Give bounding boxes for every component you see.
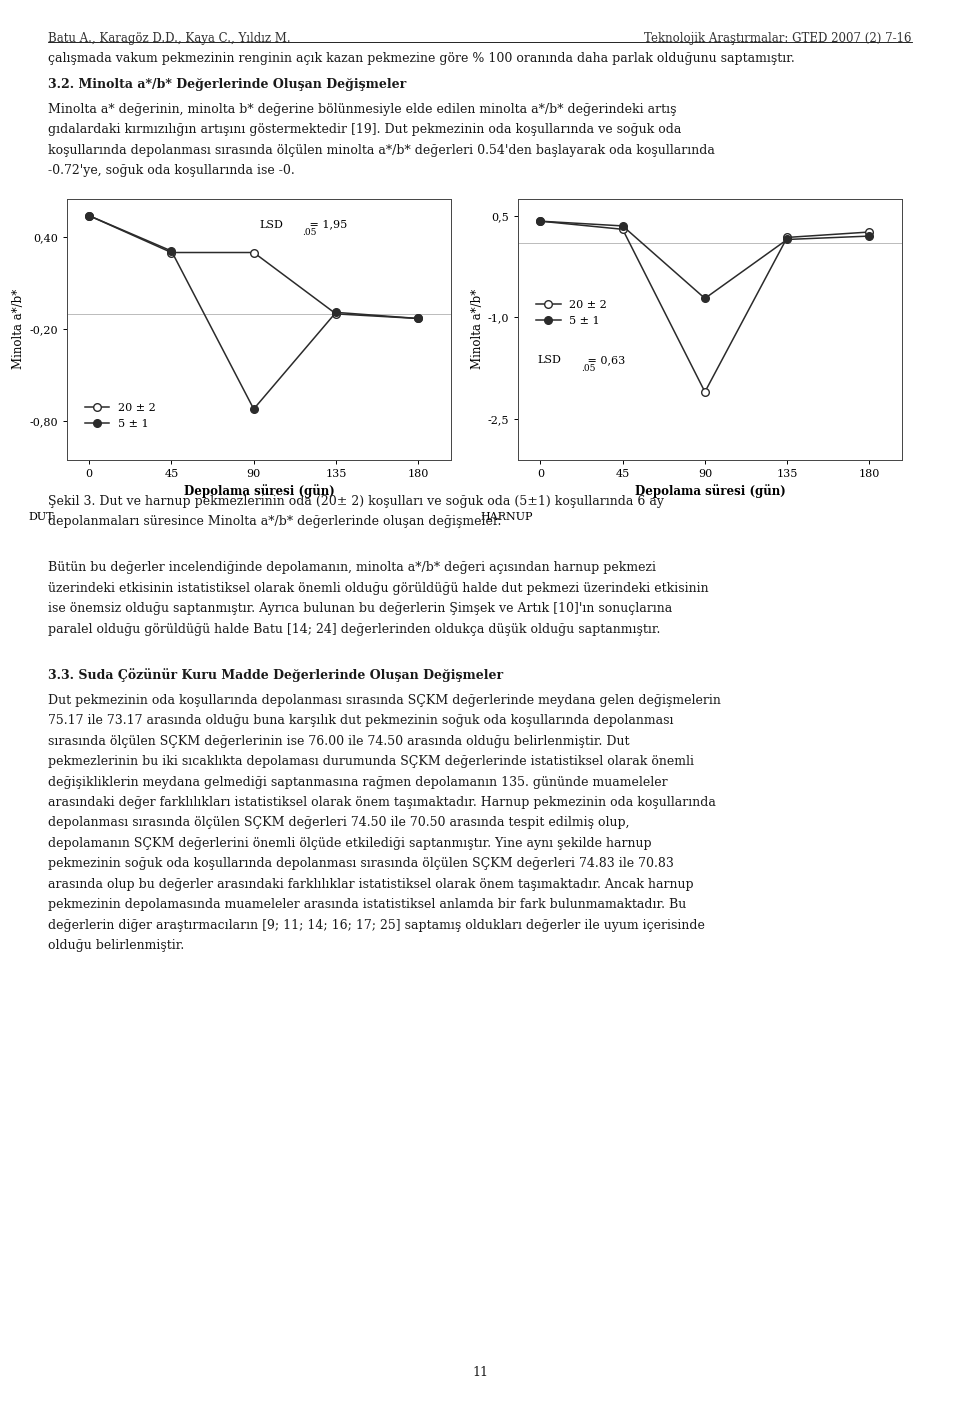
Text: Bütün bu değerler incelendiğinde depolamanın, minolta a*/b* değeri açısından har: Bütün bu değerler incelendiğinde depolam… xyxy=(48,561,656,574)
Text: koşullarında depolanması sırasında ölçülen minolta a*/b* değerleri 0.54'den başl: koşullarında depolanması sırasında ölçül… xyxy=(48,144,715,157)
Text: depolanması sırasında ölçülen SÇKM değerleri 74.50 ile 70.50 arasında tespit edi: depolanması sırasında ölçülen SÇKM değer… xyxy=(48,816,630,829)
Text: Teknolojik Araştırmalar: GTED 2007 (2) 7-16: Teknolojik Araştırmalar: GTED 2007 (2) 7… xyxy=(644,32,912,45)
Text: Minolta a* değerinin, minolta b* değerine bölünmesiyle elde edilen minolta a*/b*: Minolta a* değerinin, minolta b* değerin… xyxy=(48,103,677,116)
X-axis label: Depolama süresi (gün): Depolama süresi (gün) xyxy=(635,484,786,498)
Text: = 1,95: = 1,95 xyxy=(306,220,348,230)
Text: gıdalardaki kırmızılığın artışını göstermektedir [19]. Dut pekmezinin oda koşull: gıdalardaki kırmızılığın artışını göster… xyxy=(48,123,682,137)
Text: -0.72'ye, soğuk oda koşullarında ise -0.: -0.72'ye, soğuk oda koşullarında ise -0. xyxy=(48,165,295,178)
Text: DUT: DUT xyxy=(29,512,55,522)
X-axis label: Depolama süresi (gün): Depolama süresi (gün) xyxy=(183,484,335,498)
Text: depolamanın SÇKM değerlerini önemli ölçüde etkilediği saptanmıştır. Yine aynı şe: depolamanın SÇKM değerlerini önemli ölçü… xyxy=(48,838,652,850)
Text: 3.3. Suda Çözünür Kuru Madde Değerlerinde Oluşan Değişmeler: 3.3. Suda Çözünür Kuru Madde Değerlerind… xyxy=(48,668,503,682)
Text: çalışmada vakum pekmezinin renginin açık kazan pekmezine göre % 100 oranında dah: çalışmada vakum pekmezinin renginin açık… xyxy=(48,52,795,65)
Text: 11: 11 xyxy=(472,1366,488,1379)
Text: 75.17 ile 73.17 arasında olduğu buna karşılık dut pekmezinin soğuk oda koşulları: 75.17 ile 73.17 arasında olduğu buna kar… xyxy=(48,715,674,728)
Text: arasındaki değer farklılıkları istatistiksel olarak önem taşımaktadır. Harnup pe: arasındaki değer farklılıkları istatisti… xyxy=(48,797,716,809)
Text: pekmezlerinin bu iki sıcaklıkta depolaması durumunda SÇKM değerlerinde istatisti: pekmezlerinin bu iki sıcaklıkta depolama… xyxy=(48,756,694,768)
Text: üzerindeki etkisinin istatistiksel olarak önemli olduğu görüldüğü halde dut pekm: üzerindeki etkisinin istatistiksel olara… xyxy=(48,582,708,595)
Text: Batu A., Karagöz D.D., Kaya C., Yıldız M.: Batu A., Karagöz D.D., Kaya C., Yıldız M… xyxy=(48,32,291,45)
Text: .05: .05 xyxy=(581,364,595,372)
Text: Şekil 3. Dut ve harnup pekmezlerinin oda (20± 2) koşulları ve soğuk oda (5±1) ko: Şekil 3. Dut ve harnup pekmezlerinin oda… xyxy=(48,495,664,508)
Text: değerlerin diğer araştırmacıların [9; 11; 14; 16; 17; 25] saptamış oldukları değ: değerlerin diğer araştırmacıların [9; 11… xyxy=(48,919,705,932)
Text: LSD: LSD xyxy=(259,220,283,230)
Legend: 20 ± 2, 5 ± 1: 20 ± 2, 5 ± 1 xyxy=(532,296,612,330)
Text: 3.2. Minolta a*/b* Değerlerinde Oluşan Değişmeler: 3.2. Minolta a*/b* Değerlerinde Oluşan D… xyxy=(48,78,406,90)
Legend: 20 ± 2, 5 ± 1: 20 ± 2, 5 ± 1 xyxy=(81,399,160,433)
Text: Dut pekmezinin oda koşullarında depolanması sırasında SÇKM değerlerinde meydana : Dut pekmezinin oda koşullarında depolanm… xyxy=(48,694,721,706)
Text: olduğu belirlenmiştir.: olduğu belirlenmiştir. xyxy=(48,939,184,952)
Text: depolanmaları süresince Minolta a*/b* değerlerinde oluşan değişmeler.: depolanmaları süresince Minolta a*/b* de… xyxy=(48,515,501,529)
Text: .05: .05 xyxy=(302,228,317,237)
Text: paralel olduğu görüldüğü halde Batu [14; 24] değerlerinden oldukça düşük olduğu : paralel olduğu görüldüğü halde Batu [14;… xyxy=(48,623,660,636)
Text: ise önemsiz olduğu saptanmıştır. Ayrıca bulunan bu değerlerin Şimşek ve Artık [1: ise önemsiz olduğu saptanmıştır. Ayrıca … xyxy=(48,602,672,615)
Text: arasında olup bu değerler arasındaki farklılıklar istatistiksel olarak önem taşı: arasında olup bu değerler arasındaki far… xyxy=(48,878,694,891)
Text: = 0,63: = 0,63 xyxy=(585,355,626,365)
Text: HARNUP: HARNUP xyxy=(480,512,533,522)
Text: LSD: LSD xyxy=(538,355,562,365)
Text: pekmezinin depolamasında muameleler arasında istatistiksel anlamda bir fark bulu: pekmezinin depolamasında muameleler aras… xyxy=(48,898,686,911)
Text: değişikliklerin meydana gelmediği saptanmasına rağmen depolamanın 135. gününde m: değişikliklerin meydana gelmediği saptan… xyxy=(48,776,667,788)
Y-axis label: Minolta a*/b*: Minolta a*/b* xyxy=(470,289,484,369)
Text: sırasında ölçülen SÇKM değerlerinin ise 76.00 ile 74.50 arasında olduğu belirlen: sırasında ölçülen SÇKM değerlerinin ise … xyxy=(48,735,630,747)
Text: pekmezinin soğuk oda koşullarında depolanması sırasında ölçülen SÇKM değerleri 7: pekmezinin soğuk oda koşullarında depola… xyxy=(48,857,674,870)
Y-axis label: Minolta a*/b*: Minolta a*/b* xyxy=(12,289,25,369)
